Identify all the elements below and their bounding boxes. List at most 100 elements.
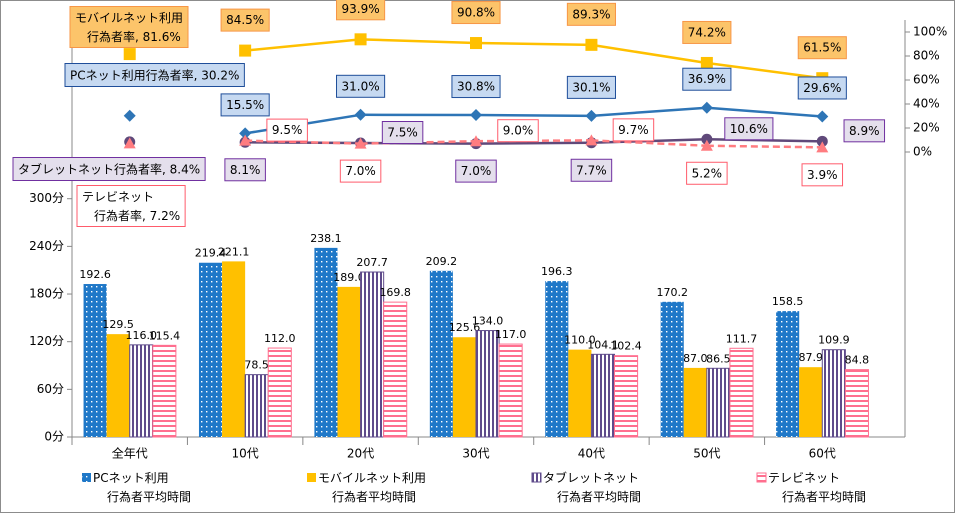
label-box — [497, 119, 539, 143]
line-marker — [585, 109, 598, 122]
line-value-label: 15.5% — [226, 98, 264, 112]
label-box — [69, 6, 189, 48]
line-value-label: 5.2% — [692, 166, 723, 180]
line-value-label: モバイルネット利用行為者率, 81.6% — [75, 11, 183, 44]
bar-value-label: 117.0 — [495, 328, 527, 341]
line-marker — [816, 110, 829, 123]
line-value-label: 9.7% — [618, 123, 649, 137]
y2-tick-label: 0% — [913, 145, 932, 159]
bar-value-label: 116.0 — [126, 329, 158, 342]
bar-value-label: 102.4 — [610, 340, 642, 353]
line-value-label: 9.0% — [503, 124, 534, 138]
line-value-label: 7.7% — [576, 163, 607, 177]
label-box — [336, 74, 386, 98]
line-value-label: 10.6% — [730, 122, 768, 136]
label-box — [451, 75, 501, 99]
bar-value-label: 112.0 — [264, 332, 296, 345]
label-box — [12, 157, 206, 181]
y2-tick-label: 40% — [913, 97, 940, 111]
bar — [475, 330, 500, 438]
x-tick-label: 50代 — [693, 447, 720, 461]
line-marker — [123, 109, 136, 122]
line-marker — [354, 33, 367, 46]
bar-value-label: 111.7 — [726, 332, 758, 345]
line-value-label: 7.5% — [387, 126, 418, 140]
line-value-label: 29.6% — [803, 81, 841, 95]
bar — [337, 286, 361, 437]
label-box — [566, 75, 616, 99]
line-value-label: 30.1% — [572, 80, 610, 94]
line-marker — [470, 135, 482, 147]
legend-label: モバイルネット利用行為者平均時間 — [318, 471, 426, 504]
bar-value-label: 134.0 — [472, 315, 504, 328]
line-marker — [701, 133, 713, 145]
y-tick-label: 120分 — [29, 334, 64, 348]
bar — [129, 344, 154, 438]
label-box — [224, 158, 266, 182]
bar — [244, 374, 269, 438]
line-segment — [591, 43, 708, 65]
bar-value-label: 84.8 — [845, 354, 870, 367]
bar — [706, 367, 731, 438]
line-marker — [239, 44, 252, 57]
label-box — [336, 0, 386, 21]
label-box — [724, 117, 774, 141]
line-marker — [354, 137, 367, 149]
line-value-label: 7.0% — [345, 164, 376, 178]
bar-value-label: 86.5 — [706, 352, 731, 365]
line-value-label: 61.5% — [803, 41, 841, 55]
y-tick-label: 60分 — [37, 382, 64, 396]
label-box — [220, 93, 270, 117]
bar — [545, 281, 569, 437]
label-box — [682, 67, 732, 91]
y2-tick-label: 80% — [913, 49, 940, 63]
bar — [729, 347, 754, 438]
bar — [452, 337, 476, 437]
line-segment — [360, 38, 477, 45]
line-value-label: 89.3% — [572, 7, 610, 21]
legend-swatch — [307, 473, 316, 482]
bar — [844, 369, 869, 438]
y-tick-label: 0分 — [44, 430, 64, 444]
bar — [314, 247, 338, 437]
line-marker — [239, 127, 252, 140]
bar — [152, 344, 177, 438]
line-segment — [245, 139, 361, 145]
label-box — [455, 159, 497, 183]
bar — [614, 355, 639, 438]
line-segment — [591, 106, 707, 118]
y2-tick-label: 60% — [913, 73, 940, 87]
line-segment — [706, 144, 823, 149]
line-value-label: 36.9% — [688, 72, 726, 86]
y2-tick-label: 20% — [913, 121, 940, 135]
bar — [590, 353, 616, 438]
label-box — [64, 63, 245, 87]
x-tick-label: 60代 — [809, 447, 836, 461]
bar-value-label: 129.5 — [102, 318, 134, 331]
line-value-label: 84.5% — [226, 13, 264, 27]
bar-value-label: 209.2 — [426, 255, 458, 268]
line-value-label: 74.2% — [688, 25, 726, 39]
bar — [776, 311, 800, 437]
label-box — [381, 121, 424, 144]
bar-value-label: 78.5 — [244, 359, 269, 372]
y-tick-label: 300分 — [29, 191, 64, 205]
bar — [683, 367, 707, 437]
bar-value-label: 219.4 — [195, 247, 227, 260]
line-value-label: 90.8% — [457, 6, 495, 20]
y-tick-label: 240分 — [29, 239, 64, 253]
y2-tick-label: 100% — [913, 25, 947, 39]
line-marker — [354, 108, 367, 121]
line-value-label: 7.0% — [461, 164, 492, 178]
bar — [498, 343, 523, 438]
bar — [267, 347, 292, 438]
label-box — [843, 119, 886, 143]
x-tick-label: 全年代 — [112, 446, 148, 461]
y-tick-label: 180分 — [29, 287, 64, 301]
bar-value-label: 109.9 — [818, 334, 850, 347]
line-value-label: 31.0% — [342, 79, 380, 93]
x-tick-label: 20代 — [347, 447, 374, 461]
line-value-label: 93.9% — [342, 2, 380, 16]
x-tick-label: 10代 — [232, 447, 259, 461]
line-value-label: 8.9% — [849, 124, 880, 138]
